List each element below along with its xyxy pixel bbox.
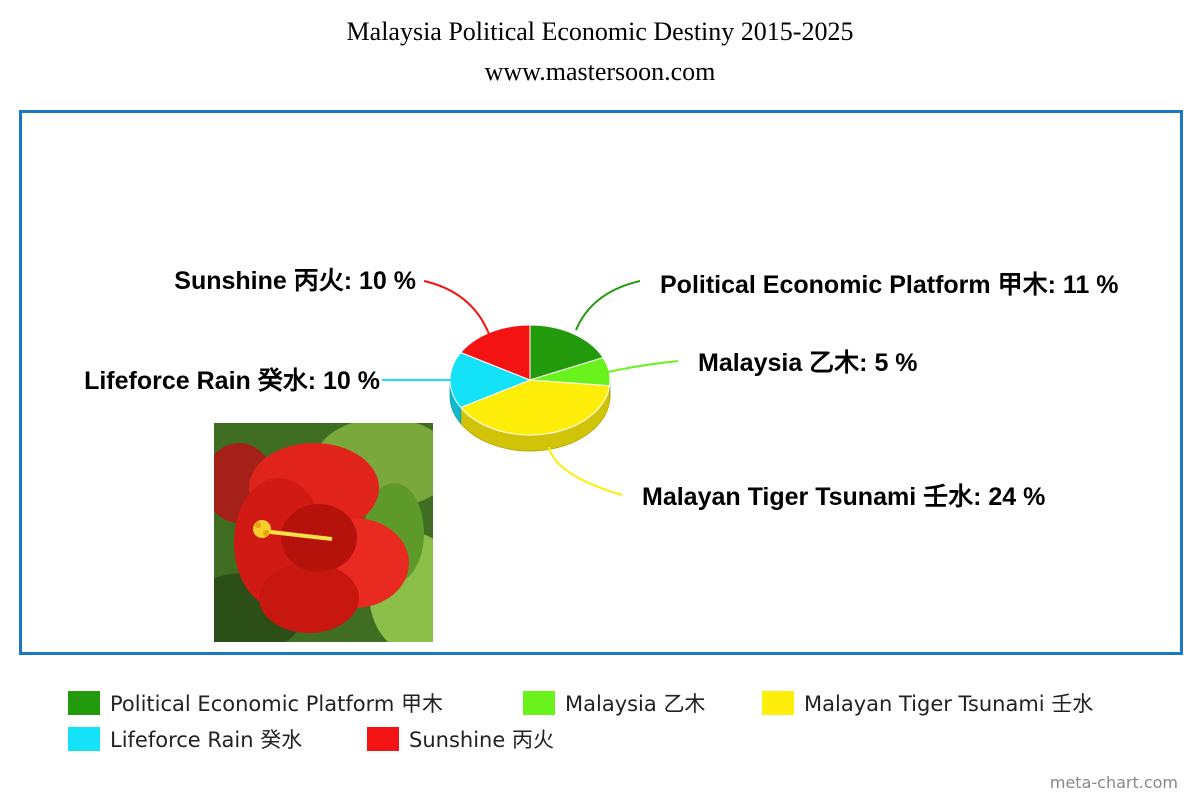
chart-title: Malaysia Political Economic Destiny 2015… (346, 17, 854, 46)
legend-label: Political Economic Platform 甲木 (110, 692, 443, 716)
hibiscus-flower-image (214, 423, 433, 642)
legend-label: Lifeforce Rain 癸水 (110, 728, 303, 752)
slice-label: Lifeforce Rain 癸水: 10 % (84, 366, 380, 395)
pie-slice (529, 324, 604, 381)
slice-label: Malayan Tiger Tsunami 壬水: 24 % (642, 483, 1045, 511)
pie-slice (459, 324, 531, 381)
callout-line (423, 280, 490, 335)
slice-label: Malaysia 乙木: 5 % (698, 349, 918, 377)
callout-line (575, 280, 641, 331)
legend-item: Political Economic Platform 甲木 (68, 689, 443, 717)
legend-item: Malaysia 乙木 (523, 689, 705, 717)
legend-swatch (68, 691, 100, 715)
legend-swatch (367, 727, 399, 751)
credit-text: meta-chart.com (1049, 773, 1178, 792)
legend-label: Malayan Tiger Tsunami 壬水 (804, 692, 1094, 716)
legend-swatch (523, 691, 555, 715)
chart-subtitle: www.mastersoon.com (484, 57, 716, 86)
pie-slice (459, 379, 611, 436)
chart-plot-frame (19, 110, 1183, 655)
legend-item: Sunshine 丙火 (367, 725, 554, 753)
legend-item: Malayan Tiger Tsunami 壬水 (762, 689, 1093, 717)
callout-line (607, 360, 679, 373)
slice-label: Political Economic Platform 甲木: 11 % (660, 271, 1118, 299)
legend-label: Malaysia 乙木 (565, 692, 706, 716)
slice-label: Sunshine 丙火: 10 % (174, 267, 416, 295)
callout-line (548, 446, 623, 496)
legend-item: Lifeforce Rain 癸水 (68, 725, 302, 753)
legend-swatch (762, 691, 794, 715)
legend-swatch (68, 727, 100, 751)
legend-label: Sunshine 丙火 (409, 728, 554, 752)
